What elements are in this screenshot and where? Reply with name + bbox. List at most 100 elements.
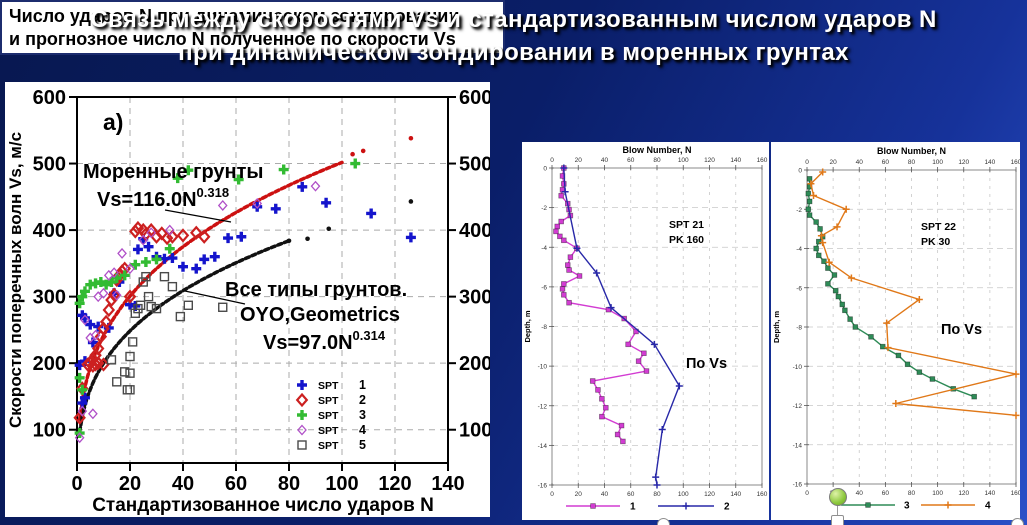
svg-text:100: 100 xyxy=(678,157,689,164)
svg-text:-6: -6 xyxy=(541,284,547,291)
svg-text:-12: -12 xyxy=(538,403,548,410)
svg-text:60: 60 xyxy=(627,491,635,498)
svg-text:-6: -6 xyxy=(796,285,802,292)
svg-text:160: 160 xyxy=(1011,490,1020,497)
svg-text:Стандартизованное число ударов: Стандартизованное число ударов N xyxy=(92,495,434,516)
spt22-depth-profile-chart: 0020204040606080801001001201201401401601… xyxy=(772,146,1020,512)
svg-text:0: 0 xyxy=(71,473,82,495)
svg-text:40: 40 xyxy=(856,490,864,497)
svg-text:300: 300 xyxy=(33,287,66,309)
svg-text:500: 500 xyxy=(459,154,490,176)
right-header-line-2: и прогнозное число N полученное по скоро… xyxy=(9,29,456,50)
svg-text:20: 20 xyxy=(575,491,583,498)
svg-text:3: 3 xyxy=(359,408,366,422)
svg-text:140: 140 xyxy=(984,490,995,497)
svg-text:-10: -10 xyxy=(538,364,548,371)
svg-text:-10: -10 xyxy=(793,364,803,371)
svg-text:По Vs: По Vs xyxy=(686,356,727,372)
svg-text:2: 2 xyxy=(724,502,730,513)
svg-text:OYO,Geometrics: OYO,Geometrics xyxy=(240,304,400,326)
svg-text:Vs=116.0N0.318: Vs=116.0N0.318 xyxy=(97,185,229,211)
rotation-handle-stem xyxy=(837,504,838,516)
svg-text:1: 1 xyxy=(630,502,636,513)
svg-text:400: 400 xyxy=(33,220,66,242)
svg-text:SPT: SPT xyxy=(318,410,339,422)
svg-text:40: 40 xyxy=(601,157,609,164)
svg-text:-8: -8 xyxy=(796,325,802,332)
profile-chart-panel-spt22: 0020204040606080801001001201201401401601… xyxy=(771,142,1020,520)
svg-text:Blow Number, N: Blow Number, N xyxy=(877,146,946,156)
svg-text:Depth, m: Depth, m xyxy=(523,310,532,342)
svg-text:0: 0 xyxy=(805,490,809,497)
svg-text:SPT 22: SPT 22 xyxy=(921,221,956,233)
spt21-depth-profile-chart: 0020204040606080801001001201201401401601… xyxy=(523,145,768,513)
svg-text:80: 80 xyxy=(908,159,916,166)
svg-text:2: 2 xyxy=(359,393,366,407)
svg-text:3: 3 xyxy=(904,501,910,512)
svg-text:Vs=97.0N0.314: Vs=97.0N0.314 xyxy=(263,328,386,354)
svg-text:200: 200 xyxy=(459,353,490,375)
svg-text:120: 120 xyxy=(958,490,969,497)
right-header-line-1: Число ударов N при динамическом зондиров… xyxy=(9,6,460,26)
svg-text:Все типы грунтов.: Все типы грунтов. xyxy=(225,279,407,301)
svg-text:0: 0 xyxy=(798,168,802,175)
svg-text:600: 600 xyxy=(459,87,490,109)
svg-text:100: 100 xyxy=(325,473,358,495)
svg-text:60: 60 xyxy=(225,473,247,495)
svg-text:-4: -4 xyxy=(796,246,802,253)
svg-text:-2: -2 xyxy=(541,205,547,212)
svg-text:100: 100 xyxy=(459,420,490,442)
svg-text:40: 40 xyxy=(601,491,609,498)
svg-text:-2: -2 xyxy=(796,207,802,214)
selection-handle-bottom-center[interactable] xyxy=(831,515,844,525)
svg-text:20: 20 xyxy=(830,159,838,166)
vs-n-scatter-chart: 100 100 200 200 300 300 400 400 500 500 600 600 0 20 4… xyxy=(6,87,490,516)
svg-text:100: 100 xyxy=(932,490,943,497)
svg-text:40: 40 xyxy=(856,159,864,166)
svg-text:-16: -16 xyxy=(538,483,548,490)
svg-text:-4: -4 xyxy=(541,245,547,252)
svg-text:0: 0 xyxy=(550,157,554,164)
svg-text:80: 80 xyxy=(908,490,916,497)
svg-text:400: 400 xyxy=(459,220,490,242)
slide-title-line-1: Связь между скоростями Vs и стандартизов… xyxy=(90,6,937,33)
svg-text:SPT: SPT xyxy=(318,440,339,452)
svg-text:140: 140 xyxy=(431,473,464,495)
svg-text:500: 500 xyxy=(33,154,66,176)
svg-text:100: 100 xyxy=(678,491,689,498)
svg-text:-8: -8 xyxy=(541,324,547,331)
svg-text:SPT: SPT xyxy=(318,425,339,437)
svg-text:Blow Number, N: Blow Number, N xyxy=(622,145,691,155)
svg-text:0: 0 xyxy=(550,491,554,498)
svg-text:140: 140 xyxy=(984,159,995,166)
slide-title: Связь между скоростями Vs и стандартизов… xyxy=(0,3,1027,69)
svg-text:120: 120 xyxy=(378,473,411,495)
svg-text:20: 20 xyxy=(575,157,583,164)
svg-text:4: 4 xyxy=(985,501,991,512)
selection-handle-bottom-left[interactable] xyxy=(657,518,670,525)
svg-text:160: 160 xyxy=(757,491,768,498)
svg-text:60: 60 xyxy=(882,490,890,497)
svg-text:120: 120 xyxy=(704,157,715,164)
svg-text:Depth, m: Depth, m xyxy=(772,311,781,343)
svg-text:1: 1 xyxy=(359,378,366,392)
profile-chart-panel-spt21: 0 0 20 20 40 40 60 60 80 80 100 100 120 120 140 140 160 1… xyxy=(522,142,769,520)
svg-text:60: 60 xyxy=(627,157,635,164)
svg-text:200: 200 xyxy=(33,353,66,375)
scatter-chart-panel: 100 100 200 200 300 300 400 400 500 500 600 600 0 20 4… xyxy=(5,82,490,517)
svg-text:Скорости поперечных волн Vs, м: Скорости поперечных волн Vs, м/с xyxy=(6,132,25,428)
svg-text:300: 300 xyxy=(459,287,490,309)
selection-handle-bottom-right[interactable] xyxy=(1011,518,1024,525)
svg-text:120: 120 xyxy=(704,491,715,498)
svg-text:140: 140 xyxy=(730,491,741,498)
svg-text:PK 160: PK 160 xyxy=(669,234,704,246)
rotation-handle[interactable] xyxy=(829,488,847,506)
svg-text:4: 4 xyxy=(359,423,366,437)
svg-text:600: 600 xyxy=(33,87,66,109)
svg-text:40: 40 xyxy=(172,473,194,495)
svg-text:5: 5 xyxy=(359,438,366,452)
right-panel-header: Число ударов N при динамическом зондиров… xyxy=(0,0,505,55)
svg-text:-12: -12 xyxy=(793,403,803,410)
svg-text:-14: -14 xyxy=(793,442,803,449)
